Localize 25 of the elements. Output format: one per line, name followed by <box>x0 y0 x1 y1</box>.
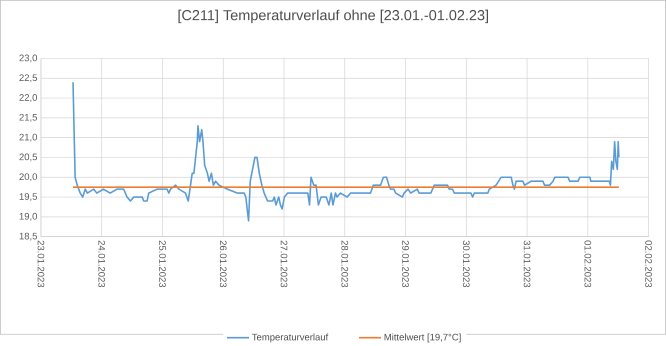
x-tick-label: 02.02.2023 <box>645 240 652 288</box>
y-tick-label: 18,5 <box>20 232 38 241</box>
x-tick-label: 01.02.2023 <box>584 240 592 288</box>
x-tick-label: 28.01.2023 <box>341 240 348 288</box>
y-tick-label: 19,0 <box>20 213 38 221</box>
y-tick-label: 21,0 <box>19 134 38 142</box>
y-tick-label: 20,0 <box>19 173 38 182</box>
x-tick-label: 27.01.2023 <box>280 240 288 288</box>
legend-label: Mittelwert [19,7°C] <box>384 334 461 342</box>
line-series <box>72 81 620 222</box>
chart-title: [C211] Temperaturverlauf ohne [23.01.-01.02.23] <box>178 10 488 24</box>
x-tick-label: 24.01.2023 <box>98 240 106 288</box>
y-tick-label: 21,5 <box>19 114 38 122</box>
y-tick-label: 20,5 <box>19 154 38 162</box>
x-tick-label: 29.01.2023 <box>402 240 409 288</box>
x-tick-label: 23.01.2023 <box>38 240 44 288</box>
y-tick-label: 23,0 <box>19 54 38 62</box>
legend-label: Temperaturverlauf <box>252 334 328 342</box>
y-tick-label: 19,5 <box>20 193 38 202</box>
x-tick-label: 26.01.2023 <box>220 240 227 288</box>
x-tick-label: 31.01.2023 <box>524 240 530 288</box>
x-tick-label: 30.01.2023 <box>462 240 470 288</box>
x-tick-label: 25.01.2023 <box>159 240 166 288</box>
y-tick-label: 22,5 <box>19 74 38 82</box>
y-tick-label: 22,0 <box>19 94 38 102</box>
